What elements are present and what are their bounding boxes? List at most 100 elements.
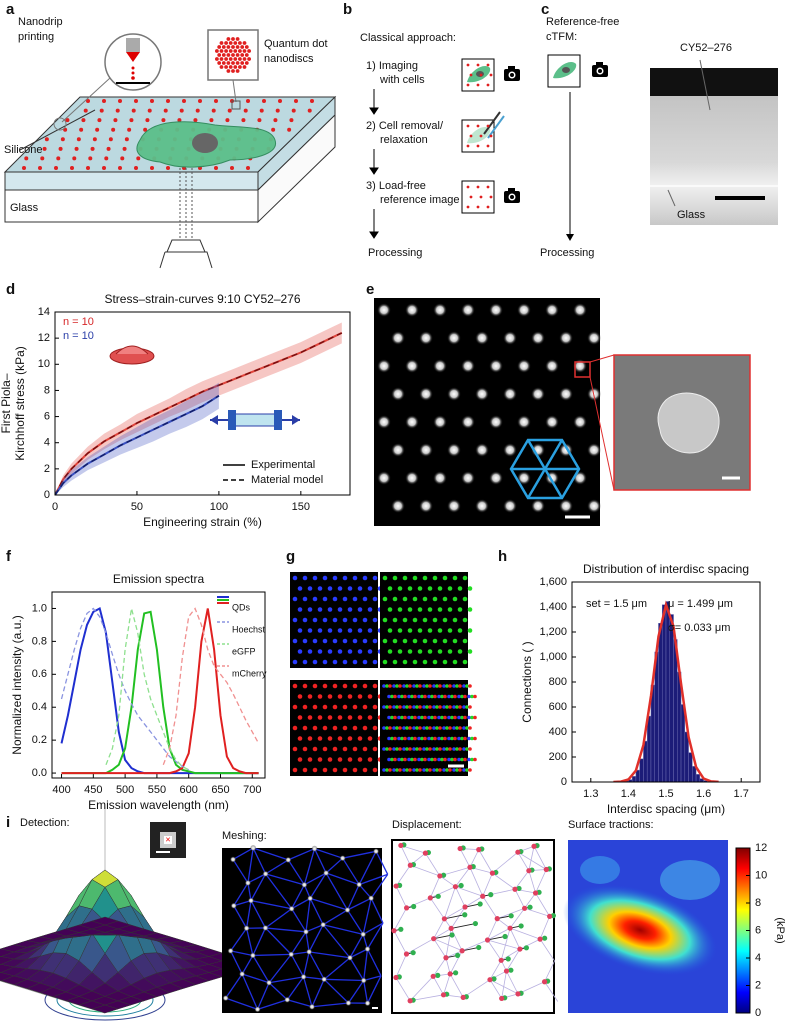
mesh-edge (250, 873, 267, 901)
qd-dot (134, 166, 138, 170)
qd-dot (294, 99, 298, 103)
nanodisc (367, 736, 373, 741)
nanodisc (447, 586, 453, 591)
nanodisc (440, 757, 444, 762)
mesh-edge (445, 957, 451, 975)
nanodisc (398, 747, 402, 751)
nanodisc (400, 694, 404, 699)
mesh-edge (449, 950, 463, 975)
y-tick-label: 0.6 (32, 668, 47, 680)
nanodisc (332, 704, 338, 710)
nanodisc (327, 649, 333, 654)
data-line (61, 610, 259, 775)
nanodisc (447, 607, 453, 612)
qd-dot (166, 166, 170, 170)
nanodisc (397, 607, 403, 612)
x-tick-label: 1.3 (583, 788, 598, 800)
nanodisc (342, 704, 348, 710)
colorbar-tick-label: 10 (755, 869, 767, 881)
nanodisc (302, 575, 308, 581)
nanodisc (342, 659, 348, 665)
nanodisc (372, 704, 378, 710)
nanodisc (385, 684, 389, 688)
mesh-edge (230, 927, 248, 952)
nanodisc (412, 596, 418, 602)
nanodisc (461, 471, 475, 485)
nanodisc (438, 747, 442, 751)
y-tick-label: 1,000 (539, 651, 567, 663)
mesh-edge (395, 977, 411, 1001)
nanodisc (417, 586, 423, 591)
colorbar-tick-label: 6 (755, 924, 761, 936)
nanodisc (397, 757, 401, 762)
camera-icon (598, 69, 602, 73)
nanodisc (312, 659, 318, 665)
nanodisc (229, 856, 237, 863)
nanodisc (420, 715, 424, 720)
nanodisc (458, 768, 462, 772)
nanodisc (302, 725, 308, 731)
nanodisc (312, 683, 318, 689)
mesh-edge (324, 978, 364, 982)
x-tick-label: 450 (84, 784, 102, 796)
mesh-edge (455, 886, 466, 908)
qd-dot (240, 61, 245, 65)
disc-reference (435, 893, 441, 899)
disc-current (499, 995, 505, 1002)
nanodisc (347, 694, 353, 699)
nanodisc (362, 596, 368, 602)
label: printing (18, 31, 54, 43)
qd-dot (231, 61, 235, 65)
nanodisc (312, 638, 318, 644)
disc-current (526, 868, 532, 874)
nanodisc (398, 684, 402, 688)
qd-dot (221, 45, 226, 49)
nanodisc (362, 704, 368, 710)
mesh-edge (433, 928, 452, 940)
nanodisc (359, 931, 367, 938)
qd-dot (79, 127, 84, 132)
nanodisc (385, 705, 389, 709)
nanodisc (489, 303, 503, 317)
qd-dot (247, 49, 252, 53)
panel-label: i (6, 814, 10, 831)
disc-current (515, 849, 521, 855)
displacement-arrow (433, 934, 453, 940)
nanodisc (462, 659, 468, 665)
nanodisc (302, 767, 308, 773)
disc-reference (462, 912, 468, 918)
nanodisc (473, 736, 477, 741)
nanodisc (461, 359, 475, 373)
nanodisc (322, 638, 328, 644)
nanodisc (397, 715, 401, 720)
nanodisc (432, 747, 436, 751)
nanodisc (388, 768, 392, 772)
nanodisc (455, 768, 459, 772)
qd-dot (40, 156, 45, 161)
plot-area (613, 600, 719, 782)
nanodisc (422, 638, 428, 644)
nanodisc (302, 746, 308, 752)
colorbar-tick-label: 4 (755, 952, 761, 964)
label: CY52–276 (680, 42, 732, 54)
mesh-edge (432, 976, 444, 996)
label: Nanodrip (18, 16, 63, 28)
mesh-edge (290, 954, 305, 978)
nanodisc (322, 659, 328, 665)
nanodisc (427, 628, 433, 633)
annotation: n = 10 (63, 316, 94, 328)
nanodisc (460, 736, 464, 741)
mesh-edge (425, 852, 441, 877)
nanodisc (407, 694, 411, 699)
nanodisc (347, 757, 353, 762)
mesh-edge (395, 953, 407, 978)
nanodisc (262, 870, 269, 878)
panel-title: Meshing: (222, 830, 267, 842)
nanodisc (447, 694, 451, 699)
nanodisc (397, 649, 403, 654)
nanodisc (413, 736, 417, 741)
nanodisc (489, 359, 503, 373)
nanodisc (455, 726, 459, 730)
nanodisc (420, 757, 424, 762)
nanodisc (428, 684, 432, 688)
